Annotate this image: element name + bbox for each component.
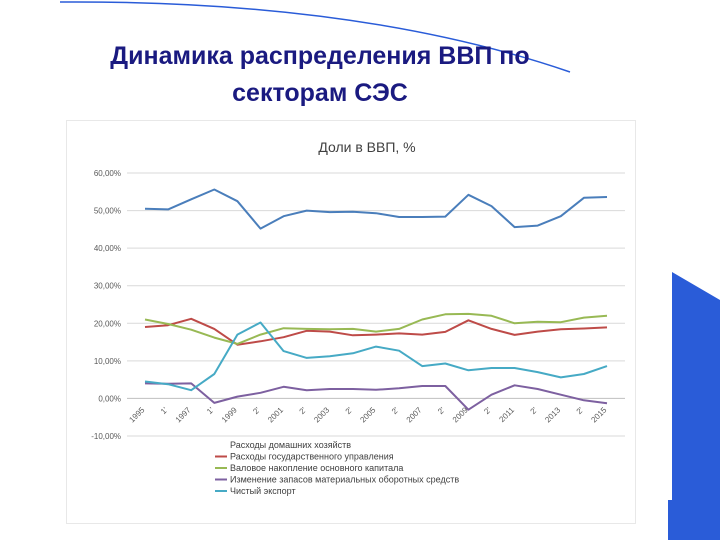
y-tick-label: -10,00% xyxy=(91,432,121,441)
x-tick-label: 2' xyxy=(482,405,493,416)
slide-title-line1: Динамика распределения ВВП по xyxy=(110,42,530,70)
legend-label: Изменение запасов материальных оборотных… xyxy=(230,475,459,485)
chart-panel: Доли в ВВП, % -10,00% 0,00% 10,00% 20,00% 30… xyxy=(66,120,636,524)
y-tick-label: 50,00% xyxy=(94,207,121,216)
x-tick-label: 2003 xyxy=(312,405,331,424)
x-tick-label: 2015 xyxy=(589,405,608,424)
x-tick-label: 2' xyxy=(344,405,355,416)
x-tick-label: 2' xyxy=(390,405,401,416)
x-axis-tick-labels: 1995 1' 1997 1' 1999 2' 2001 2' 2003 2' 2005 2' 2007… xyxy=(127,405,608,424)
x-tick-label: 2013 xyxy=(543,405,562,424)
legend-label: Чистый экспорт xyxy=(230,486,296,496)
y-tick-label: 10,00% xyxy=(94,357,121,366)
y-tick-label: 30,00% xyxy=(94,282,121,291)
legend-label: Валовое накопление основного капитала xyxy=(230,463,403,473)
series-line xyxy=(144,312,608,345)
x-tick-label: 2' xyxy=(529,405,540,416)
legend-label: Расходы государственного управления xyxy=(230,452,394,462)
x-tick-label: 2' xyxy=(251,405,262,416)
x-tick-label: 2' xyxy=(575,405,586,416)
y-tick-label: 20,00% xyxy=(94,319,121,328)
slide-title: Динамика распределения ВВП по секторам С… xyxy=(40,38,600,112)
x-tick-label: 1' xyxy=(159,405,170,416)
y-tick-label: 40,00% xyxy=(94,244,121,253)
x-tick-label: 2001 xyxy=(266,405,285,424)
decorative-side-shape xyxy=(662,272,720,540)
series-line xyxy=(144,317,608,346)
slide-title-line2: секторам СЭС xyxy=(232,79,408,107)
chart-title: Доли в ВВП, % xyxy=(318,139,415,155)
legend-label: Расходы домашних хозяйств xyxy=(230,440,351,450)
line-chart: Доли в ВВП, % -10,00% 0,00% 10,00% 20,00% 30… xyxy=(91,139,625,496)
chart-series xyxy=(144,188,608,411)
series-line xyxy=(144,188,608,230)
x-tick-label: 1999 xyxy=(220,405,239,424)
y-axis-tick-labels: -10,00% 0,00% 10,00% 20,00% 30,00% 40,00% 50,0… xyxy=(91,169,121,441)
x-tick-label: 2007 xyxy=(405,405,424,424)
series-line xyxy=(144,321,608,392)
x-tick-label: 2' xyxy=(436,405,447,416)
x-tick-label: 1995 xyxy=(127,405,146,424)
y-tick-label: 60,00% xyxy=(94,169,121,178)
x-tick-label: 2005 xyxy=(358,405,377,424)
x-tick-label: 2' xyxy=(298,405,309,416)
series-line xyxy=(144,382,608,411)
x-tick-label: 1997 xyxy=(174,405,193,424)
y-tick-label: 0,00% xyxy=(98,394,121,403)
x-tick-label: 2011 xyxy=(497,405,516,424)
x-tick-label: 1' xyxy=(205,405,216,416)
chart-legend: Расходы домашних хозяйств Расходы государ… xyxy=(215,440,459,496)
